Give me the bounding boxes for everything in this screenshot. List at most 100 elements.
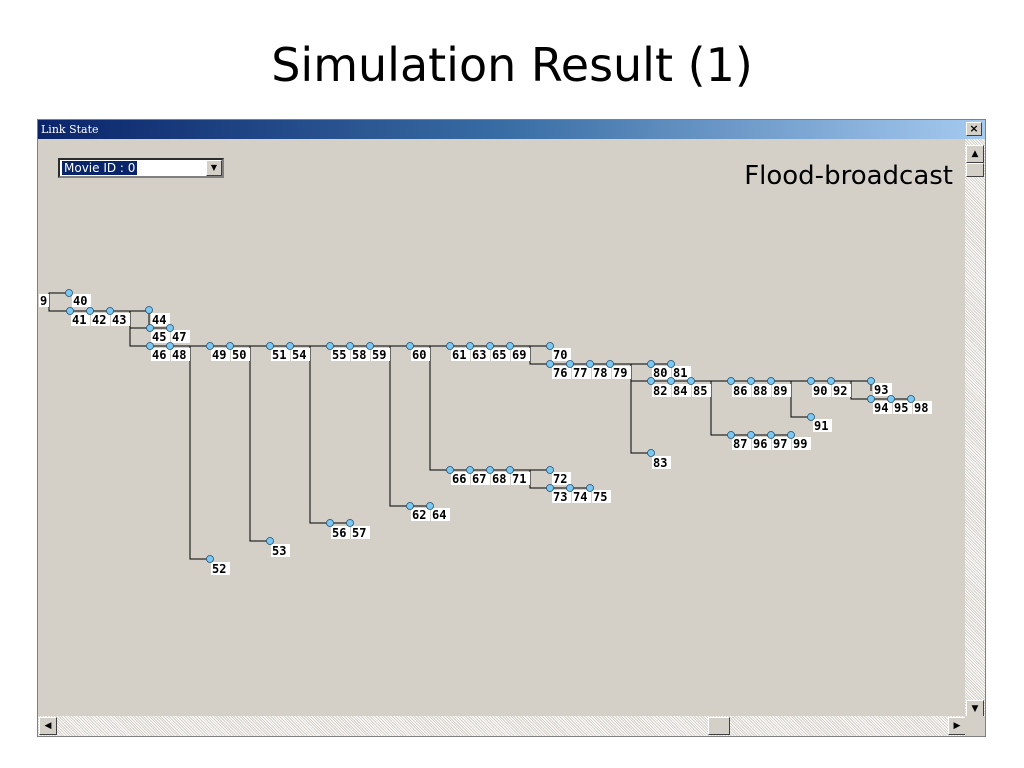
node-61[interactable] xyxy=(446,342,454,350)
node-95[interactable] xyxy=(887,395,895,403)
node-52[interactable] xyxy=(206,555,214,563)
node-64[interactable] xyxy=(426,502,434,510)
node-label: 91 xyxy=(814,419,828,433)
node-93[interactable] xyxy=(867,377,875,385)
node-66[interactable] xyxy=(446,466,454,474)
node-88[interactable] xyxy=(747,377,755,385)
node-label: 40 xyxy=(73,294,87,308)
chevron-down-icon[interactable]: ▼ xyxy=(206,160,222,176)
node-80[interactable] xyxy=(647,360,655,368)
node-label-bg xyxy=(772,437,791,450)
node-label-bg xyxy=(652,384,671,397)
node-98[interactable] xyxy=(907,395,915,403)
node-43[interactable] xyxy=(106,307,114,315)
node-51[interactable] xyxy=(266,342,274,350)
node-label: 45 xyxy=(152,330,166,344)
node-67[interactable] xyxy=(466,466,474,474)
node-label: 74 xyxy=(573,490,587,504)
node-78[interactable] xyxy=(586,360,594,368)
node-56[interactable] xyxy=(326,519,334,527)
close-icon[interactable]: × xyxy=(966,122,982,136)
node-71[interactable] xyxy=(506,466,514,474)
node-82[interactable] xyxy=(647,377,655,385)
arrow-right-icon[interactable]: ▶ xyxy=(948,717,966,735)
node-69[interactable] xyxy=(506,342,514,350)
horizontal-scroll-thumb[interactable] xyxy=(708,717,730,735)
node-label: 51 xyxy=(272,348,286,362)
node-label-bg xyxy=(511,472,530,485)
node-68[interactable] xyxy=(486,466,494,474)
tree-link xyxy=(309,346,349,524)
node-94[interactable] xyxy=(867,395,875,403)
node-86[interactable] xyxy=(727,377,735,385)
node-73[interactable] xyxy=(546,484,554,492)
node-label-bg xyxy=(271,544,290,557)
node-label: 93 xyxy=(874,383,888,397)
node-49[interactable] xyxy=(206,342,214,350)
node-label-bg xyxy=(732,437,751,450)
arrow-up-icon[interactable]: ▲ xyxy=(966,145,984,163)
node-46[interactable] xyxy=(146,342,154,350)
node-63[interactable] xyxy=(466,342,474,350)
node-65[interactable] xyxy=(486,342,494,350)
vertical-scrollbar[interactable]: ▲ ▼ xyxy=(965,139,985,718)
node-label-bg xyxy=(411,508,430,521)
node-99[interactable] xyxy=(787,431,795,439)
node-97[interactable] xyxy=(767,431,775,439)
node-label-bg xyxy=(672,366,691,379)
node-54[interactable] xyxy=(286,342,294,350)
arrow-left-icon[interactable]: ◀ xyxy=(39,717,57,735)
node-72[interactable] xyxy=(546,466,554,474)
node-label-bg xyxy=(491,472,510,485)
node-48[interactable] xyxy=(166,342,174,350)
node-label-bg xyxy=(692,384,711,397)
node-label-bg xyxy=(411,348,430,361)
node-label: 44 xyxy=(152,313,166,327)
node-91[interactable] xyxy=(807,413,815,421)
node-44[interactable] xyxy=(145,306,153,314)
node-92[interactable] xyxy=(827,377,835,385)
node-90[interactable] xyxy=(807,377,815,385)
node-label: 72 xyxy=(553,472,567,486)
node-45[interactable] xyxy=(146,324,154,332)
node-57[interactable] xyxy=(346,519,354,527)
node-label: 57 xyxy=(352,526,366,540)
node-47[interactable] xyxy=(166,324,174,332)
node-label-bg xyxy=(792,437,811,450)
node-79[interactable] xyxy=(606,360,614,368)
node-50[interactable] xyxy=(226,342,234,350)
node-41[interactable] xyxy=(66,307,74,315)
node-76[interactable] xyxy=(546,360,554,368)
node-77[interactable] xyxy=(566,360,574,368)
node-58[interactable] xyxy=(346,342,354,350)
node-84[interactable] xyxy=(667,377,675,385)
vertical-scroll-thumb[interactable] xyxy=(966,163,984,177)
window-titlebar[interactable]: Link State × xyxy=(38,120,985,139)
node-42[interactable] xyxy=(86,307,94,315)
node-85[interactable] xyxy=(687,377,695,385)
node-75[interactable] xyxy=(586,484,594,492)
node-label-bg xyxy=(552,490,571,503)
horizontal-scrollbar[interactable]: ◀ ▶ xyxy=(38,716,967,736)
node-74[interactable] xyxy=(566,484,574,492)
node-83[interactable] xyxy=(647,449,655,457)
node-label-bg xyxy=(211,562,230,575)
node-89[interactable] xyxy=(767,377,775,385)
node-label-bg xyxy=(471,472,490,485)
node-label: 83 xyxy=(653,456,667,470)
node-96[interactable] xyxy=(747,431,755,439)
node-59[interactable] xyxy=(366,342,374,350)
node-60[interactable] xyxy=(406,342,414,350)
scrollbar-corner xyxy=(965,716,985,736)
node-70[interactable] xyxy=(546,342,554,350)
node-53[interactable] xyxy=(266,537,274,545)
node-label-bg xyxy=(592,490,611,503)
node-40[interactable] xyxy=(65,289,73,297)
node-62[interactable] xyxy=(406,502,414,510)
node-81[interactable] xyxy=(667,360,675,368)
node-87[interactable] xyxy=(727,431,735,439)
movie-id-select[interactable]: Movie ID : 0 ▼ xyxy=(58,158,224,178)
node-label-bg xyxy=(331,526,350,539)
node-55[interactable] xyxy=(326,342,334,350)
link-state-window: Link State × 9 40 41 42 43 44 45 47 46 48 49 50 51 54… xyxy=(37,119,986,737)
